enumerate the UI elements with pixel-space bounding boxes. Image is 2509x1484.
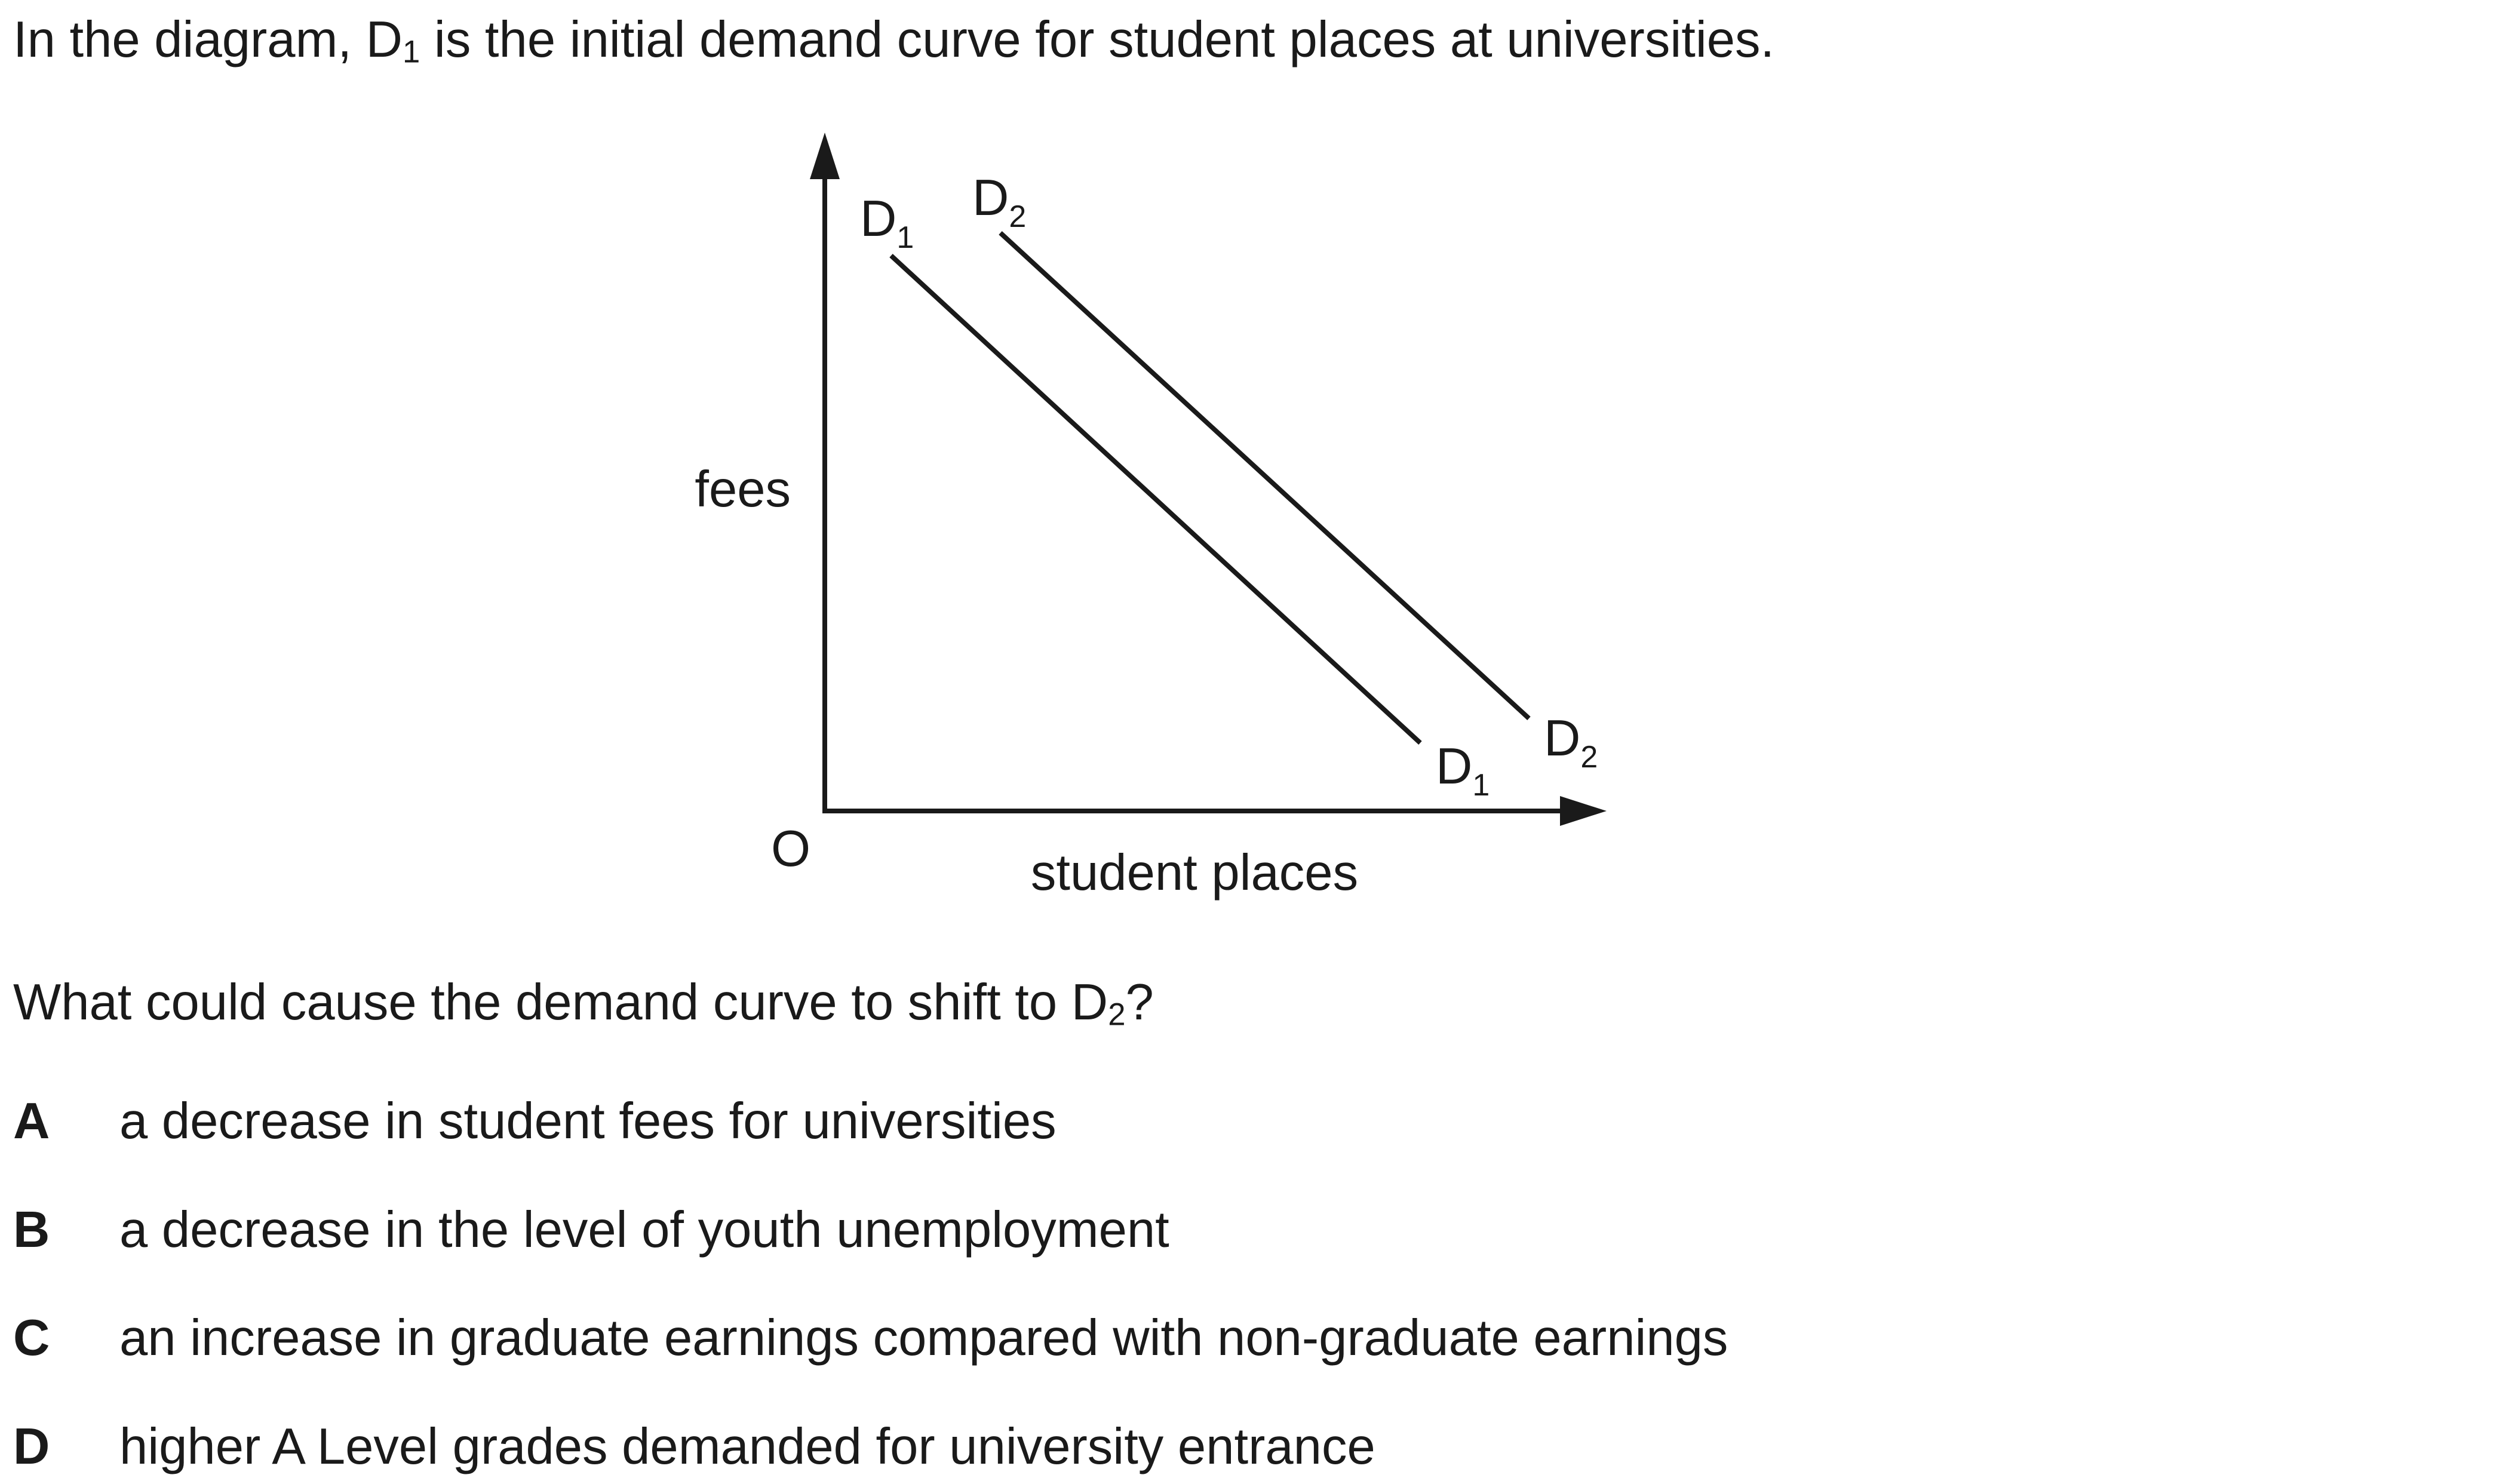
x-axis-arrowhead: [1560, 796, 1607, 826]
intro-text-before: In the diagram, D: [13, 11, 403, 68]
intro-text-after: is the initial demand curve for student …: [420, 11, 1775, 68]
d2-top-letter: D: [972, 170, 1009, 226]
d1-bottom-label: D1: [1436, 738, 1490, 803]
question-text-after: ?: [1125, 974, 1154, 1031]
option-d-text: higher A Level grades demanded for unive…: [119, 1418, 1375, 1475]
option-c-text: an increase in graduate earnings compare…: [119, 1310, 1728, 1366]
d1-top-subscript: 1: [896, 220, 914, 255]
option-a-text: a decrease in student fees for universit…: [119, 1093, 1057, 1150]
intro-text: In the diagram, D1 is the initial demand…: [13, 11, 1775, 68]
d1-bottom-subscript: 1: [1472, 768, 1490, 803]
option-d-letter: D: [13, 1418, 50, 1475]
question-text: What could cause the demand curve to shi…: [13, 974, 1154, 1031]
demand-curve-d1: [889, 254, 1422, 745]
intro-text-subscript: 1: [403, 34, 420, 70]
d1-bottom-letter: D: [1436, 738, 1472, 795]
demand-curve-d2: [999, 231, 1531, 720]
d2-bottom-letter: D: [1544, 710, 1580, 767]
origin-label: O: [771, 821, 810, 877]
x-axis-label: student places: [1031, 844, 1358, 901]
question-text-subscript: 2: [1108, 997, 1126, 1033]
d2-top-label: D2: [972, 170, 1026, 234]
d1-top-letter: D: [860, 191, 896, 247]
d1-top-label: D1: [860, 191, 914, 255]
option-b-text: a decrease in the level of youth unemplo…: [119, 1202, 1169, 1258]
option-c-letter: C: [13, 1310, 50, 1366]
d2-top-subscript: 2: [1009, 199, 1026, 234]
d2-bottom-subscript: 2: [1580, 740, 1598, 775]
option-a-letter: A: [13, 1093, 50, 1150]
question-text-before: What could cause the demand curve to shi…: [13, 974, 1108, 1031]
d2-bottom-label: D2: [1544, 710, 1598, 775]
y-axis-label: fees: [695, 461, 791, 518]
y-axis-arrowhead: [810, 133, 840, 179]
option-b-letter: B: [13, 1202, 50, 1258]
